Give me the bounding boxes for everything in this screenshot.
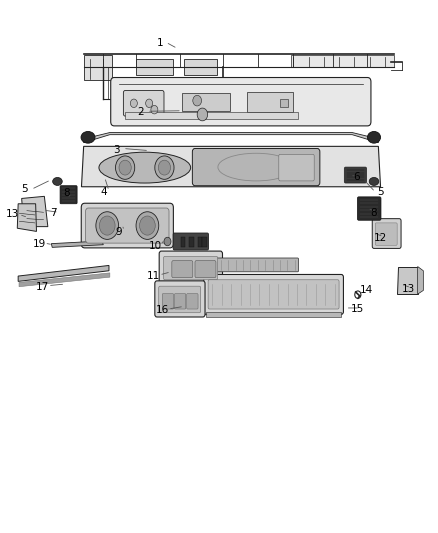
Circle shape xyxy=(155,156,174,179)
Circle shape xyxy=(116,156,135,179)
Text: 8: 8 xyxy=(63,188,70,198)
FancyBboxPatch shape xyxy=(159,251,223,284)
Bar xyxy=(184,59,217,75)
FancyBboxPatch shape xyxy=(85,208,169,243)
Bar xyxy=(247,92,293,112)
Circle shape xyxy=(164,237,171,246)
Bar xyxy=(125,112,297,119)
FancyBboxPatch shape xyxy=(124,91,164,116)
Text: 11: 11 xyxy=(147,271,160,281)
Text: 5: 5 xyxy=(21,184,28,195)
Text: 7: 7 xyxy=(50,208,57,219)
FancyBboxPatch shape xyxy=(372,219,401,248)
Circle shape xyxy=(193,95,201,106)
FancyBboxPatch shape xyxy=(162,294,173,309)
FancyBboxPatch shape xyxy=(159,286,201,313)
FancyBboxPatch shape xyxy=(81,203,173,248)
Text: 2: 2 xyxy=(137,107,144,117)
Text: 9: 9 xyxy=(115,227,122,237)
Text: 4: 4 xyxy=(100,187,106,197)
Text: 14: 14 xyxy=(360,286,373,295)
Text: 6: 6 xyxy=(353,172,360,182)
Text: 12: 12 xyxy=(374,233,387,243)
Circle shape xyxy=(151,106,158,114)
Polygon shape xyxy=(18,265,109,281)
Circle shape xyxy=(158,160,170,175)
Polygon shape xyxy=(84,133,378,143)
Circle shape xyxy=(96,212,119,239)
Bar xyxy=(291,55,394,67)
Bar xyxy=(198,237,202,247)
Text: 5: 5 xyxy=(377,187,384,197)
Ellipse shape xyxy=(99,152,191,183)
FancyBboxPatch shape xyxy=(195,261,216,278)
Text: 16: 16 xyxy=(155,305,169,315)
FancyBboxPatch shape xyxy=(357,197,381,220)
FancyBboxPatch shape xyxy=(187,294,198,309)
Text: 10: 10 xyxy=(149,241,162,251)
Bar xyxy=(182,93,230,111)
Bar xyxy=(84,55,112,80)
Bar xyxy=(202,237,207,247)
FancyBboxPatch shape xyxy=(172,261,193,278)
Text: 19: 19 xyxy=(32,239,46,249)
FancyBboxPatch shape xyxy=(344,167,367,183)
Text: 13: 13 xyxy=(6,209,20,220)
Ellipse shape xyxy=(369,177,379,185)
Circle shape xyxy=(99,216,115,235)
FancyBboxPatch shape xyxy=(375,223,397,245)
Bar xyxy=(280,99,288,107)
Bar xyxy=(181,237,185,247)
FancyBboxPatch shape xyxy=(204,274,343,314)
Circle shape xyxy=(136,212,159,239)
Ellipse shape xyxy=(367,132,381,143)
FancyBboxPatch shape xyxy=(208,280,339,309)
Text: 13: 13 xyxy=(402,284,416,294)
Bar xyxy=(206,312,341,317)
FancyBboxPatch shape xyxy=(209,258,298,272)
Polygon shape xyxy=(81,147,381,187)
Text: 15: 15 xyxy=(351,304,364,314)
Polygon shape xyxy=(19,273,110,287)
Text: 8: 8 xyxy=(371,208,377,219)
Ellipse shape xyxy=(81,132,95,143)
Bar xyxy=(189,237,194,247)
Polygon shape xyxy=(17,204,36,231)
FancyBboxPatch shape xyxy=(192,149,320,185)
Ellipse shape xyxy=(53,177,62,185)
Polygon shape xyxy=(51,241,103,247)
Text: 3: 3 xyxy=(113,144,120,155)
Text: 1: 1 xyxy=(157,38,163,48)
FancyBboxPatch shape xyxy=(111,77,371,126)
Circle shape xyxy=(140,216,155,235)
Circle shape xyxy=(119,160,131,175)
Circle shape xyxy=(131,99,138,108)
Polygon shape xyxy=(397,266,418,294)
Polygon shape xyxy=(21,196,48,227)
FancyBboxPatch shape xyxy=(173,233,208,250)
FancyBboxPatch shape xyxy=(163,256,218,280)
Circle shape xyxy=(197,108,208,121)
Circle shape xyxy=(146,99,152,108)
FancyBboxPatch shape xyxy=(155,281,205,317)
Polygon shape xyxy=(418,266,424,294)
FancyBboxPatch shape xyxy=(279,155,314,181)
Bar xyxy=(136,59,173,75)
FancyBboxPatch shape xyxy=(60,185,77,204)
FancyBboxPatch shape xyxy=(174,294,186,309)
Text: 17: 17 xyxy=(35,282,49,292)
